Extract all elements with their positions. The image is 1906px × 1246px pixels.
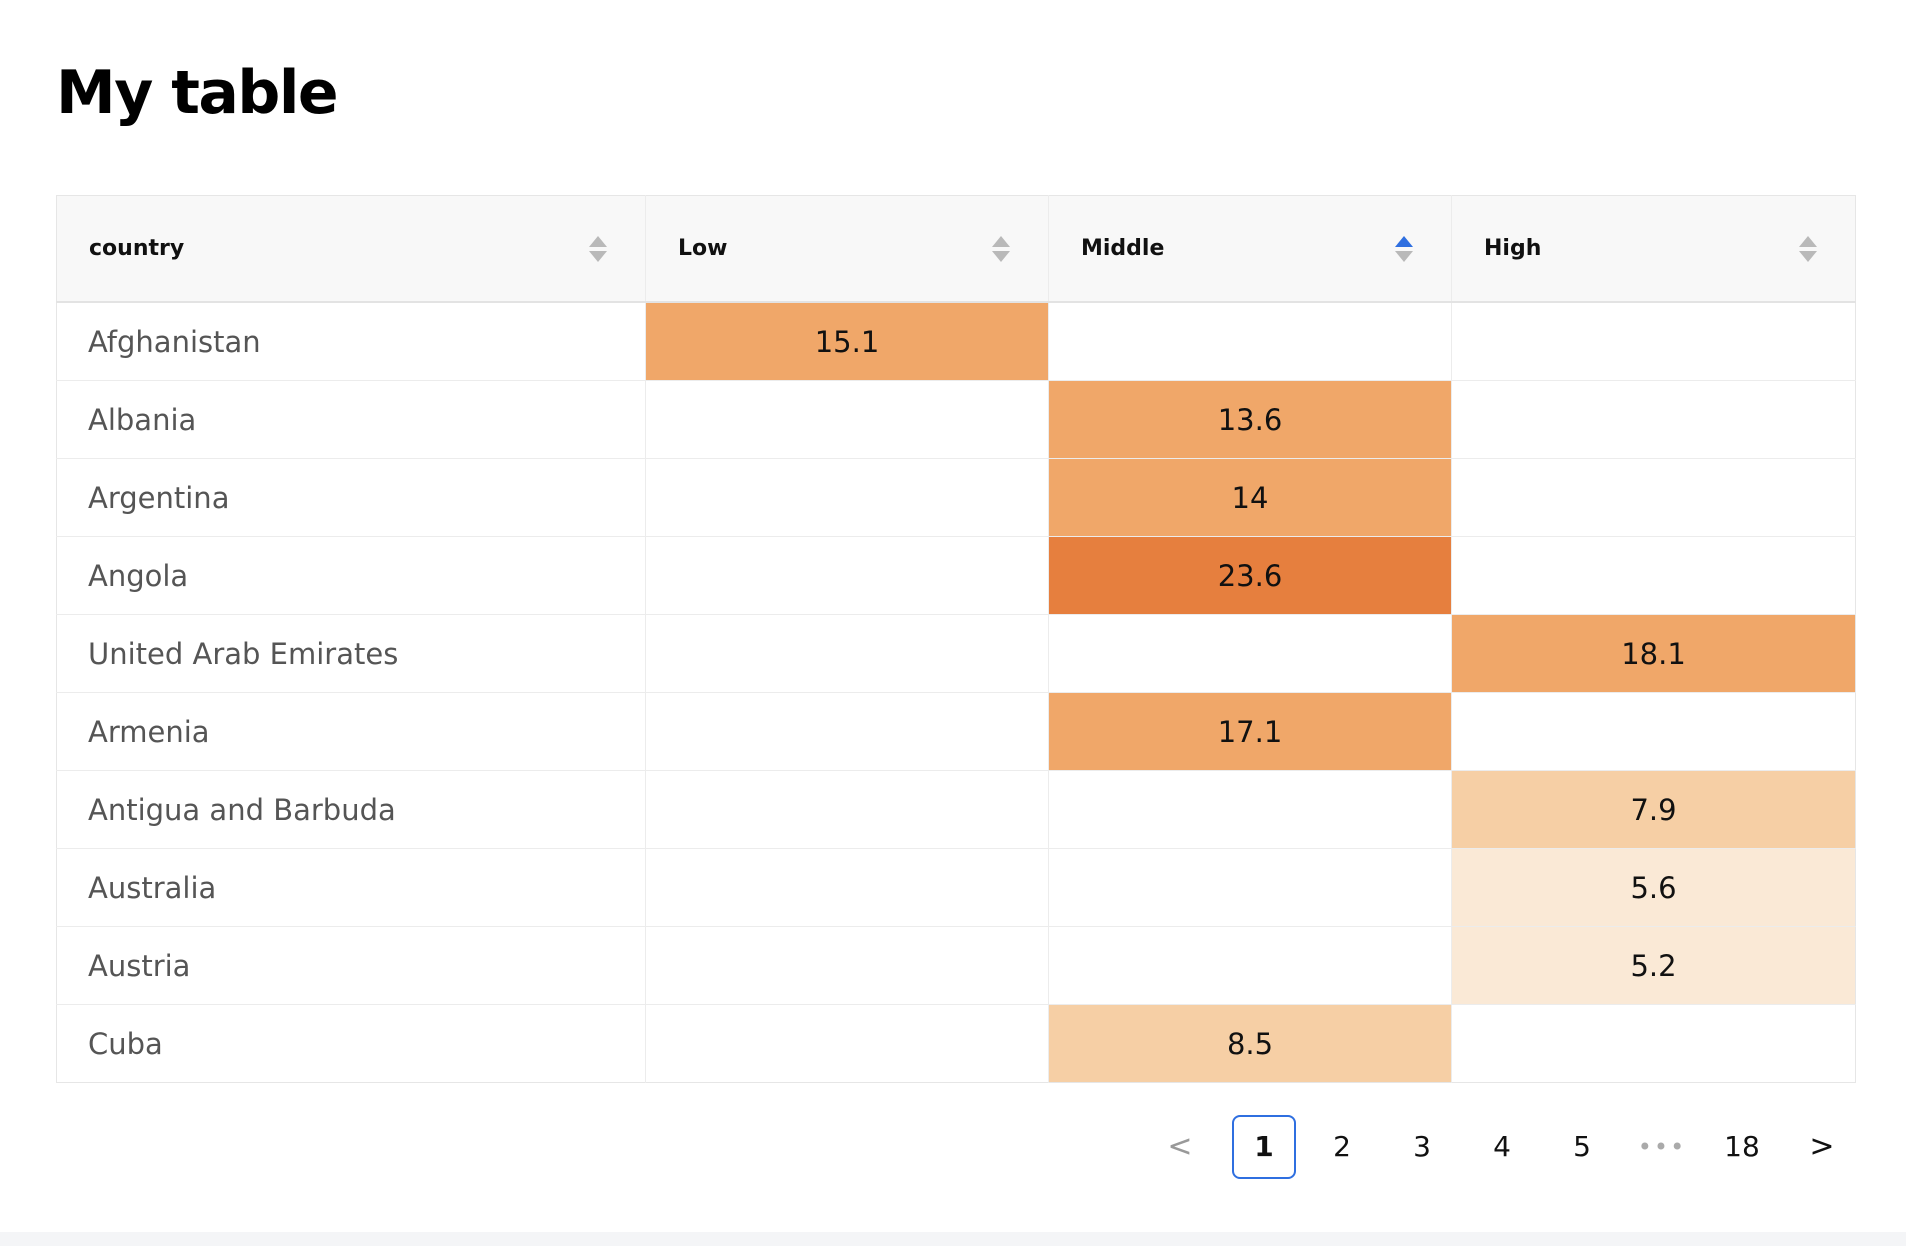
table-row: Angola 23.6 <box>56 536 1856 615</box>
high-value-cell <box>1451 301 1856 381</box>
low-value-cell <box>645 770 1049 849</box>
low-value-cell <box>645 380 1049 459</box>
page-button-1[interactable]: 1 <box>1232 1115 1296 1179</box>
column-header-high[interactable]: High <box>1451 195 1856 303</box>
sort-ascending-icon[interactable] <box>1395 236 1413 264</box>
column-header-low[interactable]: Low <box>645 195 1049 303</box>
page-button-18[interactable]: 18 <box>1724 1130 1760 1163</box>
sort-icon[interactable] <box>589 236 607 264</box>
middle-value-cell <box>1048 848 1452 927</box>
data-table: country Low Middle High Afghanistan 15.1 A… <box>56 195 1856 1083</box>
page-title: My table <box>56 58 339 128</box>
column-header-label: Low <box>678 236 728 261</box>
middle-value-cell: 14 <box>1048 458 1452 537</box>
high-value-cell: 7.9 <box>1451 770 1856 849</box>
country-cell: Albania <box>56 380 646 459</box>
high-value-cell <box>1451 458 1856 537</box>
high-value-cell: 5.2 <box>1451 926 1856 1005</box>
country-cell: Cuba <box>56 1004 646 1083</box>
page-button-2[interactable]: 2 <box>1333 1130 1351 1163</box>
high-value-cell: 18.1 <box>1451 614 1856 693</box>
high-value-cell <box>1451 1004 1856 1083</box>
column-header-country[interactable]: country <box>56 195 646 303</box>
country-cell: Angola <box>56 536 646 615</box>
middle-value-cell <box>1048 770 1452 849</box>
table-row: Afghanistan 15.1 <box>56 301 1856 381</box>
low-value-cell <box>645 926 1049 1005</box>
next-page-button[interactable]: > <box>1809 1129 1835 1164</box>
prev-page-button[interactable]: < <box>1167 1129 1193 1164</box>
table-row: Cuba 8.5 <box>56 1004 1856 1083</box>
middle-value-cell: 8.5 <box>1048 1004 1452 1083</box>
low-value-cell <box>645 692 1049 771</box>
page-button-3[interactable]: 3 <box>1413 1130 1431 1163</box>
high-value-cell: 5.6 <box>1451 848 1856 927</box>
table-row: Armenia 17.1 <box>56 692 1856 771</box>
column-header-label: Middle <box>1081 236 1165 261</box>
low-value-cell <box>645 848 1049 927</box>
table-row: Austria 5.2 <box>56 926 1856 1005</box>
middle-value-cell: 13.6 <box>1048 380 1452 459</box>
low-value-cell <box>645 458 1049 537</box>
middle-value-cell <box>1048 301 1452 381</box>
country-cell: Armenia <box>56 692 646 771</box>
table-header-row: country Low Middle High <box>56 195 1856 303</box>
page-button-5[interactable]: 5 <box>1573 1130 1591 1163</box>
middle-value-cell: 23.6 <box>1048 536 1452 615</box>
middle-value-cell <box>1048 926 1452 1005</box>
pagination-ellipsis[interactable]: ••• <box>1637 1133 1687 1161</box>
country-cell: Antigua and Barbuda <box>56 770 646 849</box>
page-button-4[interactable]: 4 <box>1493 1130 1511 1163</box>
table-row: United Arab Emirates 18.1 <box>56 614 1856 693</box>
table-row: Australia 5.6 <box>56 848 1856 927</box>
low-value-cell <box>645 1004 1049 1083</box>
column-header-label: High <box>1484 236 1542 261</box>
table-row: Antigua and Barbuda 7.9 <box>56 770 1856 849</box>
low-value-cell <box>645 536 1049 615</box>
column-header-middle[interactable]: Middle <box>1048 195 1452 303</box>
country-cell: Argentina <box>56 458 646 537</box>
country-cell: United Arab Emirates <box>56 614 646 693</box>
table-row: Albania 13.6 <box>56 380 1856 459</box>
country-cell: Australia <box>56 848 646 927</box>
middle-value-cell <box>1048 614 1452 693</box>
table-row: Argentina 14 <box>56 458 1856 537</box>
high-value-cell <box>1451 380 1856 459</box>
pagination: < 1 2 3 4 5 ••• 18 > <box>1150 1115 1855 1179</box>
column-header-label: country <box>89 236 185 261</box>
high-value-cell <box>1451 536 1856 615</box>
bottom-strip <box>0 1232 1906 1246</box>
country-cell: Austria <box>56 926 646 1005</box>
low-value-cell <box>645 614 1049 693</box>
country-cell: Afghanistan <box>56 301 646 381</box>
sort-icon[interactable] <box>1799 236 1817 264</box>
high-value-cell <box>1451 692 1856 771</box>
middle-value-cell: 17.1 <box>1048 692 1452 771</box>
sort-icon[interactable] <box>992 236 1010 264</box>
low-value-cell: 15.1 <box>645 301 1049 381</box>
